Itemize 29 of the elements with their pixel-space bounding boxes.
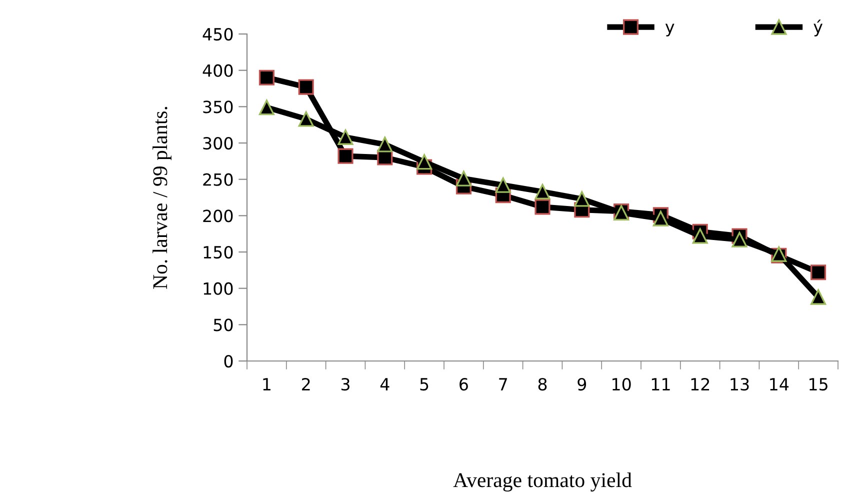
x-tick-label: 6: [460, 378, 468, 391]
x-tick-label: 2: [302, 378, 310, 390]
y-tick-label: 250: [203, 173, 233, 186]
y-tick-label: 100: [204, 282, 233, 295]
y-tick-label: 150: [204, 246, 233, 259]
y-tick-label: 350: [203, 100, 233, 114]
x-tick-label: 1: [263, 378, 270, 390]
legend-label: ý: [814, 20, 823, 36]
x-axis-title: Average tomato yield: [453, 472, 632, 492]
x-tick-label: 10: [612, 378, 631, 391]
y-tick-label: 450: [202, 28, 233, 41]
x-tick-label: 14: [770, 378, 789, 390]
y-tick-label: 200: [203, 210, 233, 222]
y-tick-label: 400: [202, 64, 233, 77]
x-tick-label: 3: [341, 378, 350, 391]
y-axis-title: No. larvae / 99 plants.: [152, 106, 172, 289]
x-tick-label: 11: [652, 378, 670, 390]
x-tick-label: 4: [380, 378, 390, 390]
x-tick-label: 13: [730, 378, 749, 391]
y-tick-label: 50: [214, 318, 233, 332]
x-tick-label: 5: [420, 378, 428, 391]
x-tick-label: 7: [499, 378, 507, 390]
x-tick-label: 8: [538, 378, 547, 391]
legend-label: y: [665, 24, 674, 36]
y-tick-label: 300: [203, 136, 233, 150]
x-tick-label: 15: [810, 378, 828, 391]
y-tick-label: 0: [224, 354, 233, 368]
x-tick-label: 12: [691, 378, 710, 390]
x-tick-label: 9: [578, 378, 586, 391]
